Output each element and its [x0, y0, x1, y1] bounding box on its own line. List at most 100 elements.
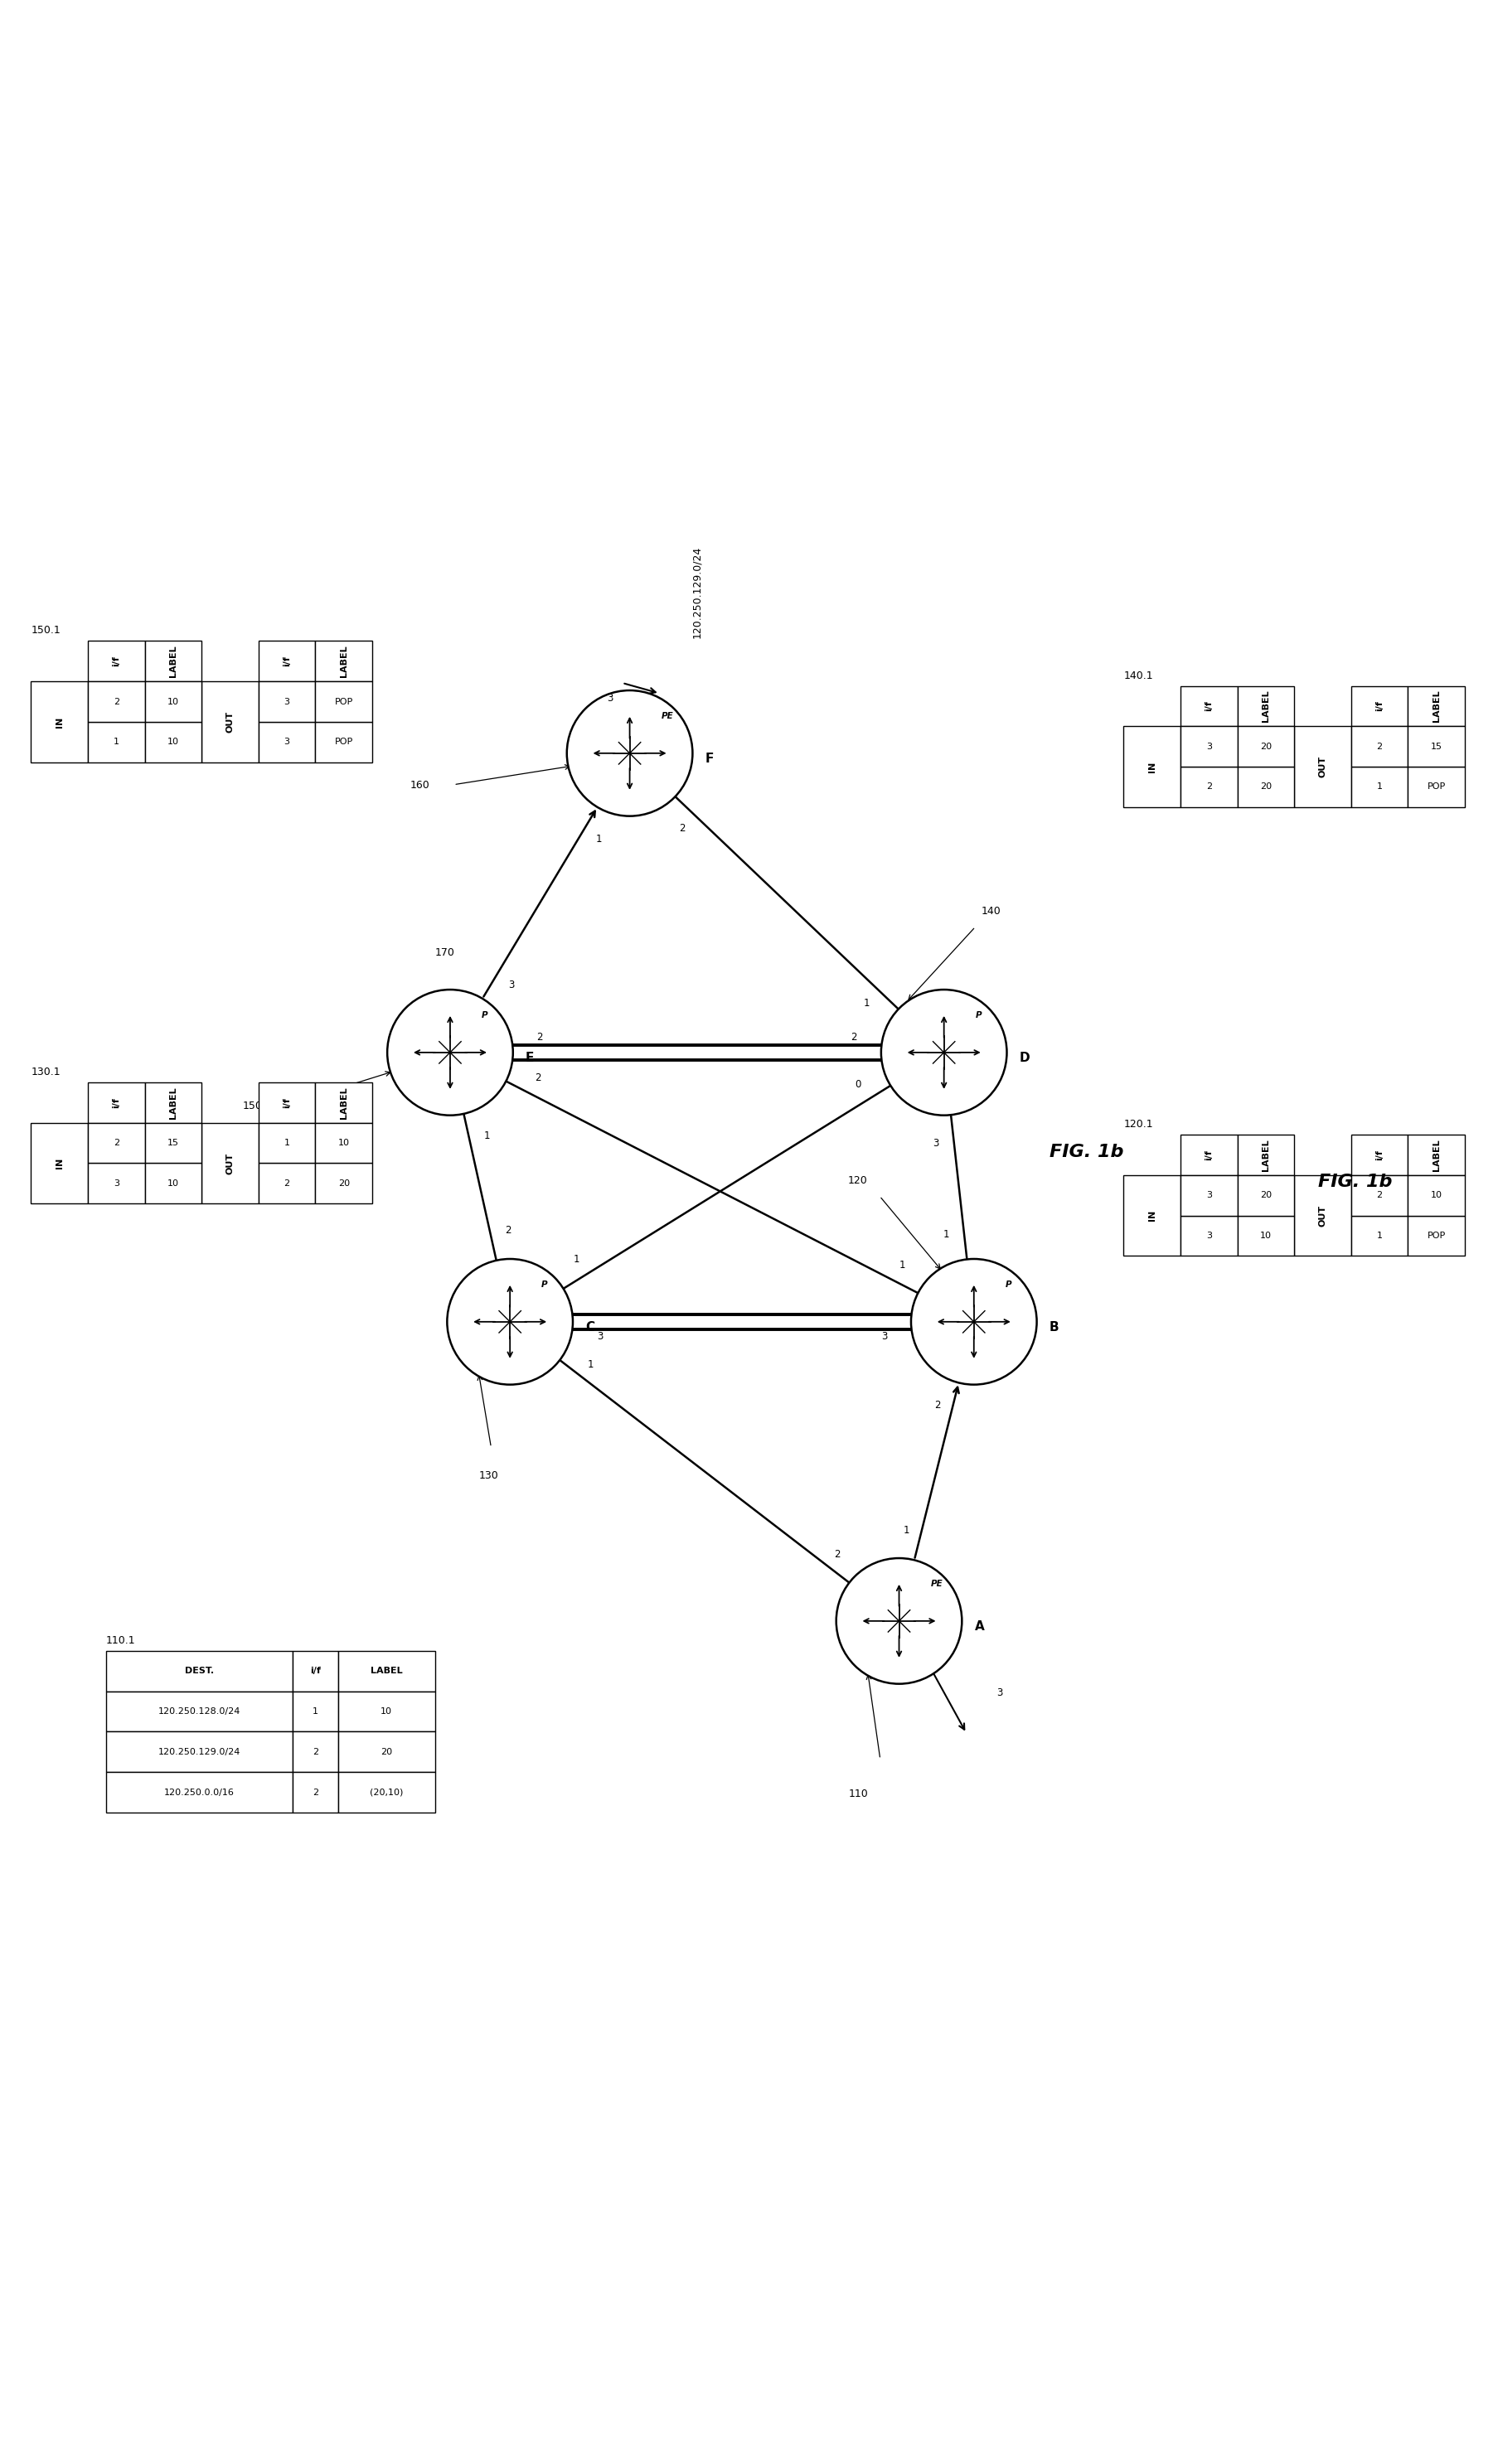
Text: LABEL: LABEL [340, 1087, 348, 1119]
Text: 2: 2 [505, 1225, 511, 1234]
Bar [1407, 766, 1464, 808]
Bar [1236, 1136, 1293, 1175]
Text: 10: 10 [168, 697, 178, 705]
Bar [1236, 727, 1293, 766]
Text: 3: 3 [508, 978, 514, 991]
Bar [259, 641, 315, 683]
Text: FIG. 1b: FIG. 1b [1317, 1173, 1392, 1190]
Text: 120: 120 [848, 1175, 867, 1185]
Text: 3: 3 [114, 1180, 120, 1188]
Text: 10: 10 [168, 737, 178, 747]
Text: LABEL: LABEL [340, 646, 348, 678]
Bar [145, 1163, 202, 1202]
Text: 1: 1 [484, 1131, 490, 1141]
Bar [145, 1124, 202, 1163]
Bar [292, 1732, 337, 1772]
Text: 1: 1 [587, 1360, 593, 1370]
Text: 0: 0 [855, 1079, 861, 1089]
Text: 10: 10 [339, 1138, 349, 1148]
Bar [31, 683, 88, 761]
Bar [1350, 685, 1407, 727]
Bar [1180, 685, 1236, 727]
Text: i/f: i/f [283, 1096, 291, 1109]
Text: (20,10): (20,10) [370, 1789, 403, 1796]
Bar [1350, 1175, 1407, 1215]
Text: i/f: i/f [112, 655, 120, 668]
Bar [106, 1732, 292, 1772]
Text: 150.1: 150.1 [31, 626, 61, 636]
Text: DEST.: DEST. [184, 1668, 214, 1676]
Text: 2: 2 [536, 1032, 542, 1042]
Bar [1180, 1136, 1236, 1175]
Bar [1293, 727, 1350, 808]
Text: 1: 1 [596, 833, 602, 845]
Text: 2: 2 [833, 1550, 840, 1560]
Circle shape [446, 1259, 572, 1385]
Bar [1407, 685, 1464, 727]
Text: i/f: i/f [1375, 700, 1383, 712]
Bar [1350, 1136, 1407, 1175]
Text: PE: PE [661, 712, 673, 719]
Bar [292, 1651, 337, 1690]
Text: POP: POP [334, 697, 354, 705]
Text: OUT: OUT [1318, 1205, 1326, 1227]
Bar [88, 683, 145, 722]
Text: 2: 2 [535, 1072, 541, 1084]
Bar [1407, 1215, 1464, 1257]
Text: IN: IN [1147, 1210, 1155, 1222]
Text: 140: 140 [981, 907, 1001, 917]
Text: 1: 1 [899, 1259, 905, 1269]
Text: 2: 2 [1206, 784, 1210, 791]
Text: 2: 2 [933, 1400, 941, 1409]
Bar [259, 722, 315, 761]
Bar [1180, 1215, 1236, 1257]
Text: LABEL: LABEL [1261, 1138, 1269, 1170]
Bar [337, 1690, 434, 1732]
Bar [145, 722, 202, 761]
Text: 10: 10 [380, 1708, 392, 1715]
Text: IN: IN [1147, 761, 1155, 771]
Text: 3: 3 [607, 692, 613, 702]
Bar [145, 683, 202, 722]
Text: 20: 20 [1260, 1190, 1270, 1200]
Bar [1236, 685, 1293, 727]
Bar [1350, 766, 1407, 808]
Text: 20: 20 [1260, 784, 1270, 791]
Bar [259, 1163, 315, 1202]
Bar [259, 1082, 315, 1124]
Text: 2: 2 [285, 1180, 289, 1188]
Circle shape [911, 1259, 1037, 1385]
Text: LABEL: LABEL [1432, 1138, 1440, 1170]
Text: 1: 1 [114, 737, 120, 747]
Bar [1180, 727, 1236, 766]
Text: P: P [975, 1010, 981, 1020]
Bar [202, 1124, 259, 1202]
Text: 2: 2 [1375, 1190, 1381, 1200]
Text: 160: 160 [409, 779, 428, 791]
Text: 2: 2 [1375, 742, 1381, 752]
Text: 1: 1 [1375, 1232, 1381, 1239]
Text: 120.250.128.0/24: 120.250.128.0/24 [159, 1708, 241, 1715]
Bar [337, 1772, 434, 1814]
Text: 3: 3 [881, 1331, 887, 1343]
Text: 10: 10 [168, 1180, 178, 1188]
Bar [315, 641, 372, 683]
Text: 3: 3 [1206, 1190, 1210, 1200]
Text: E: E [526, 1052, 533, 1064]
Text: i/f: i/f [1204, 1151, 1212, 1161]
Bar [106, 1690, 292, 1732]
Bar [337, 1651, 434, 1690]
Text: 10: 10 [1429, 1190, 1441, 1200]
Text: POP: POP [334, 737, 354, 747]
Text: 1: 1 [574, 1254, 580, 1264]
Text: PE: PE [930, 1579, 942, 1589]
Text: OUT: OUT [226, 1153, 234, 1173]
Text: 110: 110 [848, 1789, 867, 1799]
Text: 1: 1 [942, 1230, 948, 1239]
Bar [1407, 1136, 1464, 1175]
Text: 3: 3 [285, 737, 289, 747]
Text: 3: 3 [285, 697, 289, 705]
Text: i/f: i/f [1375, 1151, 1383, 1161]
Text: 150: 150 [243, 1101, 262, 1111]
Text: 3: 3 [1206, 742, 1210, 752]
